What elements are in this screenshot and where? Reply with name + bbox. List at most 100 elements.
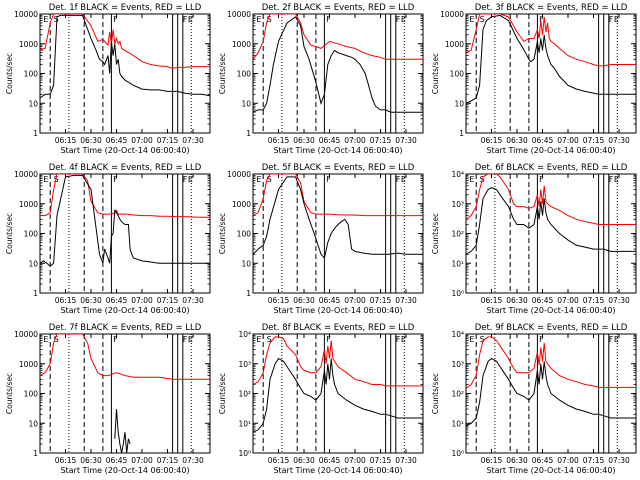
marker-letter: E bbox=[43, 335, 48, 344]
events-series-line bbox=[40, 14, 210, 99]
events-series-line bbox=[253, 176, 423, 260]
x-tick-label: 06:15 bbox=[55, 136, 77, 145]
marker-letter: F bbox=[539, 175, 544, 184]
y-tick-label: 1 bbox=[33, 449, 38, 458]
x-tick-label: 07:15 bbox=[370, 456, 392, 465]
x-tick-label: 06:30 bbox=[80, 296, 102, 305]
marker-letter: F bbox=[326, 335, 331, 344]
y-tick-label: 10³ bbox=[238, 360, 251, 369]
x-tick-label: 07:30 bbox=[182, 296, 204, 305]
marker-letter: F bbox=[609, 335, 614, 344]
x-tick-label: 07:00 bbox=[344, 296, 366, 305]
x-tick-label: 06:15 bbox=[55, 296, 77, 305]
plot-frame bbox=[39, 13, 211, 134]
events-series-line bbox=[466, 14, 636, 104]
x-tick-label: 07:00 bbox=[344, 136, 366, 145]
y-tick-label: 10² bbox=[451, 390, 464, 399]
marker-letter: F bbox=[113, 175, 118, 184]
events-series-line bbox=[253, 16, 423, 113]
y-tick-label: 10000 bbox=[14, 10, 38, 19]
events-series-line bbox=[466, 187, 636, 255]
x-tick-label: 06:15 bbox=[481, 296, 503, 305]
y-axis-label: Counts/sec bbox=[5, 53, 14, 94]
x-axis-label: Start Time (20-Oct-14 06:00:40) bbox=[273, 466, 402, 475]
x-tick-label: 07:15 bbox=[157, 296, 179, 305]
x-tick-label: 07:30 bbox=[182, 136, 204, 145]
y-tick-label: 10 bbox=[28, 99, 38, 108]
marker-letter: E bbox=[188, 15, 193, 24]
x-axis-label: Start Time (20-Oct-14 06:00:40) bbox=[60, 466, 189, 475]
events-series-line bbox=[253, 357, 423, 433]
x-tick-label: 07:15 bbox=[157, 136, 179, 145]
lld-series-line bbox=[40, 334, 210, 380]
marker-letter: E bbox=[256, 15, 261, 24]
x-axis-label: Start Time (20-Oct-14 06:00:40) bbox=[486, 146, 615, 155]
y-axis-label: Counts/sec bbox=[5, 213, 14, 254]
x-tick-label: 06:15 bbox=[268, 456, 290, 465]
lld-series-line bbox=[253, 14, 423, 60]
x-tick-label: 06:15 bbox=[268, 296, 290, 305]
marker-letter: F bbox=[609, 15, 614, 24]
marker-letter: F bbox=[326, 175, 331, 184]
marker-letter: E bbox=[614, 335, 619, 344]
x-tick-label: 07:30 bbox=[608, 136, 630, 145]
marker-letter: F bbox=[183, 335, 188, 344]
x-tick-label: 06:30 bbox=[293, 136, 315, 145]
y-tick-label: 10 bbox=[28, 259, 38, 268]
y-tick-label: 10000 bbox=[14, 170, 38, 179]
y-tick-label: 10 bbox=[241, 99, 251, 108]
y-tick-label: 1000 bbox=[19, 360, 38, 369]
plot-frame bbox=[39, 173, 211, 294]
marker-letter: F bbox=[326, 15, 331, 24]
marker-letter: E bbox=[188, 335, 193, 344]
y-tick-label: 10³ bbox=[451, 200, 464, 209]
x-tick-label: 07:15 bbox=[583, 296, 605, 305]
x-tick-label: 06:45 bbox=[319, 136, 341, 145]
x-tick-label: 07:15 bbox=[157, 456, 179, 465]
y-axis-label: Counts/sec bbox=[218, 213, 227, 254]
y-tick-label: 10⁴ bbox=[238, 330, 251, 339]
marker-letter: E bbox=[188, 175, 193, 184]
plot-frame bbox=[252, 173, 424, 294]
x-tick-label: 06:45 bbox=[319, 296, 341, 305]
x-tick-label: 06:30 bbox=[506, 136, 528, 145]
y-tick-label: 1 bbox=[459, 129, 464, 138]
x-axis-label: Start Time (20-Oct-14 06:00:40) bbox=[486, 466, 615, 475]
marker-letter: E bbox=[256, 335, 261, 344]
marker-letter: F bbox=[183, 15, 188, 24]
y-tick-label: 10000 bbox=[14, 330, 38, 339]
y-tick-label: 100 bbox=[24, 230, 39, 239]
lld-series-line bbox=[466, 14, 636, 67]
marker-letter: S bbox=[267, 335, 272, 344]
y-tick-label: 10⁰ bbox=[451, 449, 464, 458]
marker-letter: E bbox=[43, 15, 48, 24]
x-tick-label: 07:15 bbox=[583, 136, 605, 145]
y-tick-label: 10 bbox=[241, 259, 251, 268]
y-tick-label: 10000 bbox=[227, 10, 251, 19]
marker-letter: S bbox=[480, 335, 485, 344]
panel-title: Det. 7f BLACK = Events, RED = LLD bbox=[49, 323, 202, 333]
panel-title: Det. 1f BLACK = Events, RED = LLD bbox=[49, 3, 202, 13]
lld-series-line bbox=[466, 174, 636, 225]
x-tick-label: 07:00 bbox=[557, 296, 579, 305]
x-tick-label: 07:00 bbox=[344, 456, 366, 465]
x-tick-label: 06:45 bbox=[106, 456, 128, 465]
y-tick-label: 10¹ bbox=[238, 419, 251, 428]
y-tick-label: 1 bbox=[33, 129, 38, 138]
lld-series-line bbox=[253, 336, 423, 387]
marker-letter: F bbox=[539, 15, 544, 24]
marker-letter: E bbox=[469, 335, 474, 344]
y-axis-label: Counts/sec bbox=[5, 373, 14, 414]
x-tick-label: 07:00 bbox=[557, 456, 579, 465]
marker-letter: E bbox=[614, 15, 619, 24]
marker-letter: S bbox=[54, 335, 59, 344]
y-tick-label: 100 bbox=[237, 230, 252, 239]
y-tick-label: 10⁰ bbox=[238, 449, 251, 458]
x-tick-label: 07:30 bbox=[395, 296, 417, 305]
plot-frame bbox=[465, 173, 637, 294]
